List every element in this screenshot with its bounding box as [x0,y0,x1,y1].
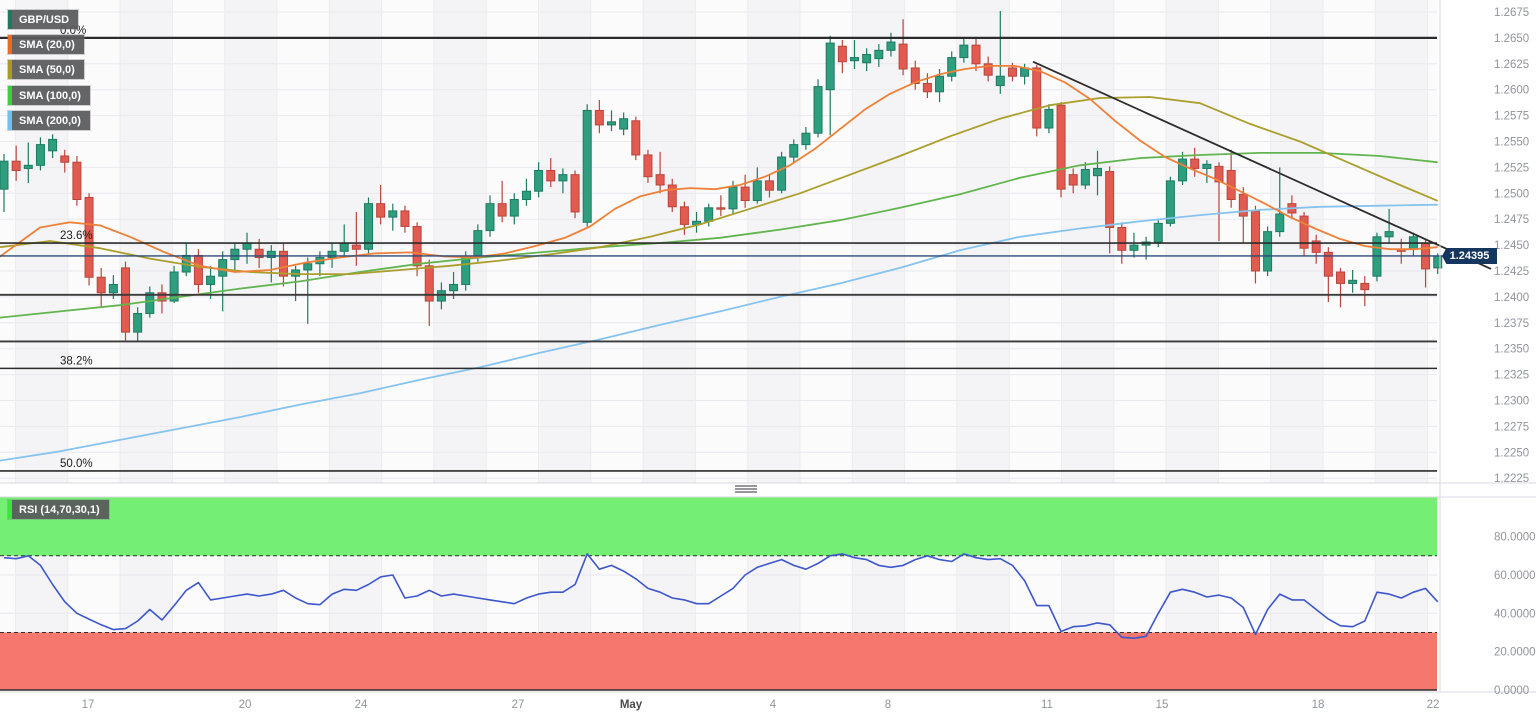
price-axis-label: 1.2475 [1494,214,1529,226]
rsi-axis-label: 20.0000 [1494,647,1536,659]
time-axis-label: 11 [1041,699,1053,711]
time-axis-label: 22 [1427,699,1440,711]
price-axis-label: 1.2325 [1494,370,1529,382]
fib-label: 50.0% [60,458,93,470]
rsi-axis-label: 60.0000 [1494,570,1536,582]
time-axis-label: 24 [355,699,368,711]
sma-line-2000 [0,203,1438,462]
legend-item-sma200[interactable]: SMA (200,0) [8,111,90,130]
price-axis-label: 1.2425 [1494,266,1529,278]
legend-sma100-label: SMA (100,0) [19,89,81,102]
time-axis-label: 15 [1156,699,1169,711]
price-axis-label: 1.2575 [1494,111,1529,123]
price-axis-label: 1.2525 [1494,162,1529,174]
price-axis-label: 1.2550 [1494,137,1529,149]
time-axis: 17 20 24 27 May 4 8 11 15 18 22 [82,699,1440,711]
rsi-axis-label: 0.0000 [1494,685,1529,697]
time-axis-label: 27 [512,699,525,711]
legend-item-sma100[interactable]: SMA (100,0) [8,86,90,105]
legend-rsi-label: RSI (14,70,30,1) [19,503,100,516]
rsi-bands [0,496,1437,691]
panel-boundaries [0,0,1536,693]
price-axis-label: 1.2350 [1494,344,1529,356]
panel-resize-handle[interactable] [735,485,757,493]
rsi-overbought-zone [0,497,1437,556]
rsi-oversold-zone [0,632,1437,690]
fibonacci-layer: 0.0%23.6%38.2%50.0% [0,25,1437,472]
price-axis-label: 1.2400 [1494,292,1529,304]
current-price-badge: 1.24395 [1442,248,1497,264]
price-axis-label: 1.2450 [1494,240,1529,252]
time-axis-label: 20 [239,699,252,711]
price-axis-label: 1.2225 [1494,473,1529,485]
legend-symbol-label: GBP/USD [19,13,70,26]
rsi-axis-label: 80.0000 [1494,532,1536,544]
price-axis-label: 1.2625 [1494,59,1529,71]
price-axis-label: 1.2500 [1494,188,1529,200]
price-axis-label: 1.2250 [1494,447,1529,459]
time-axis-label: 4 [770,699,777,711]
price-axis-label: 1.2300 [1494,396,1529,408]
sma-line-200 [0,65,1438,273]
time-axis-label: 8 [885,699,891,711]
price-axis-label: 1.2675 [1494,7,1529,19]
price-axis-label: 1.2275 [1494,421,1529,433]
price-axis-label: 1.2600 [1494,85,1529,97]
fib-label: 38.2% [60,355,93,367]
rsi-line [3,553,1439,640]
legend-sma200-label: SMA (200,0) [19,114,81,127]
rsi-axis: 80.0000 60.0000 40.0000 20.0000 0.0000 [1494,532,1536,697]
legend-sma50-label: SMA (50,0) [19,63,75,76]
fib-label: 23.6% [60,230,93,242]
legend-item-rsi[interactable]: RSI (14,70,30,1) [8,500,109,519]
time-axis-label: 18 [1312,699,1325,711]
current-price-value: 1.24395 [1449,250,1490,262]
legend-item-symbol[interactable]: GBP/USD [8,10,79,29]
grid-layer [0,0,1437,690]
price-axis-label: 1.2375 [1494,318,1529,330]
time-axis-label: 17 [82,699,95,711]
legend-sma20-label: SMA (20,0) [19,38,75,51]
legend-item-sma50[interactable]: SMA (50,0) [8,60,84,79]
sma-line-1000 [0,151,1438,319]
time-axis-label: May [620,699,643,711]
price-axis-label: 1.2650 [1494,33,1529,45]
price-axis: 1.2675 1.2650 1.2625 1.2600 1.2575 1.2550 1.25… [1494,7,1529,485]
rsi-axis-label: 40.0000 [1494,608,1536,620]
descending-trendline [1032,60,1492,270]
legend-item-sma20[interactable]: SMA (20,0) [8,35,84,54]
